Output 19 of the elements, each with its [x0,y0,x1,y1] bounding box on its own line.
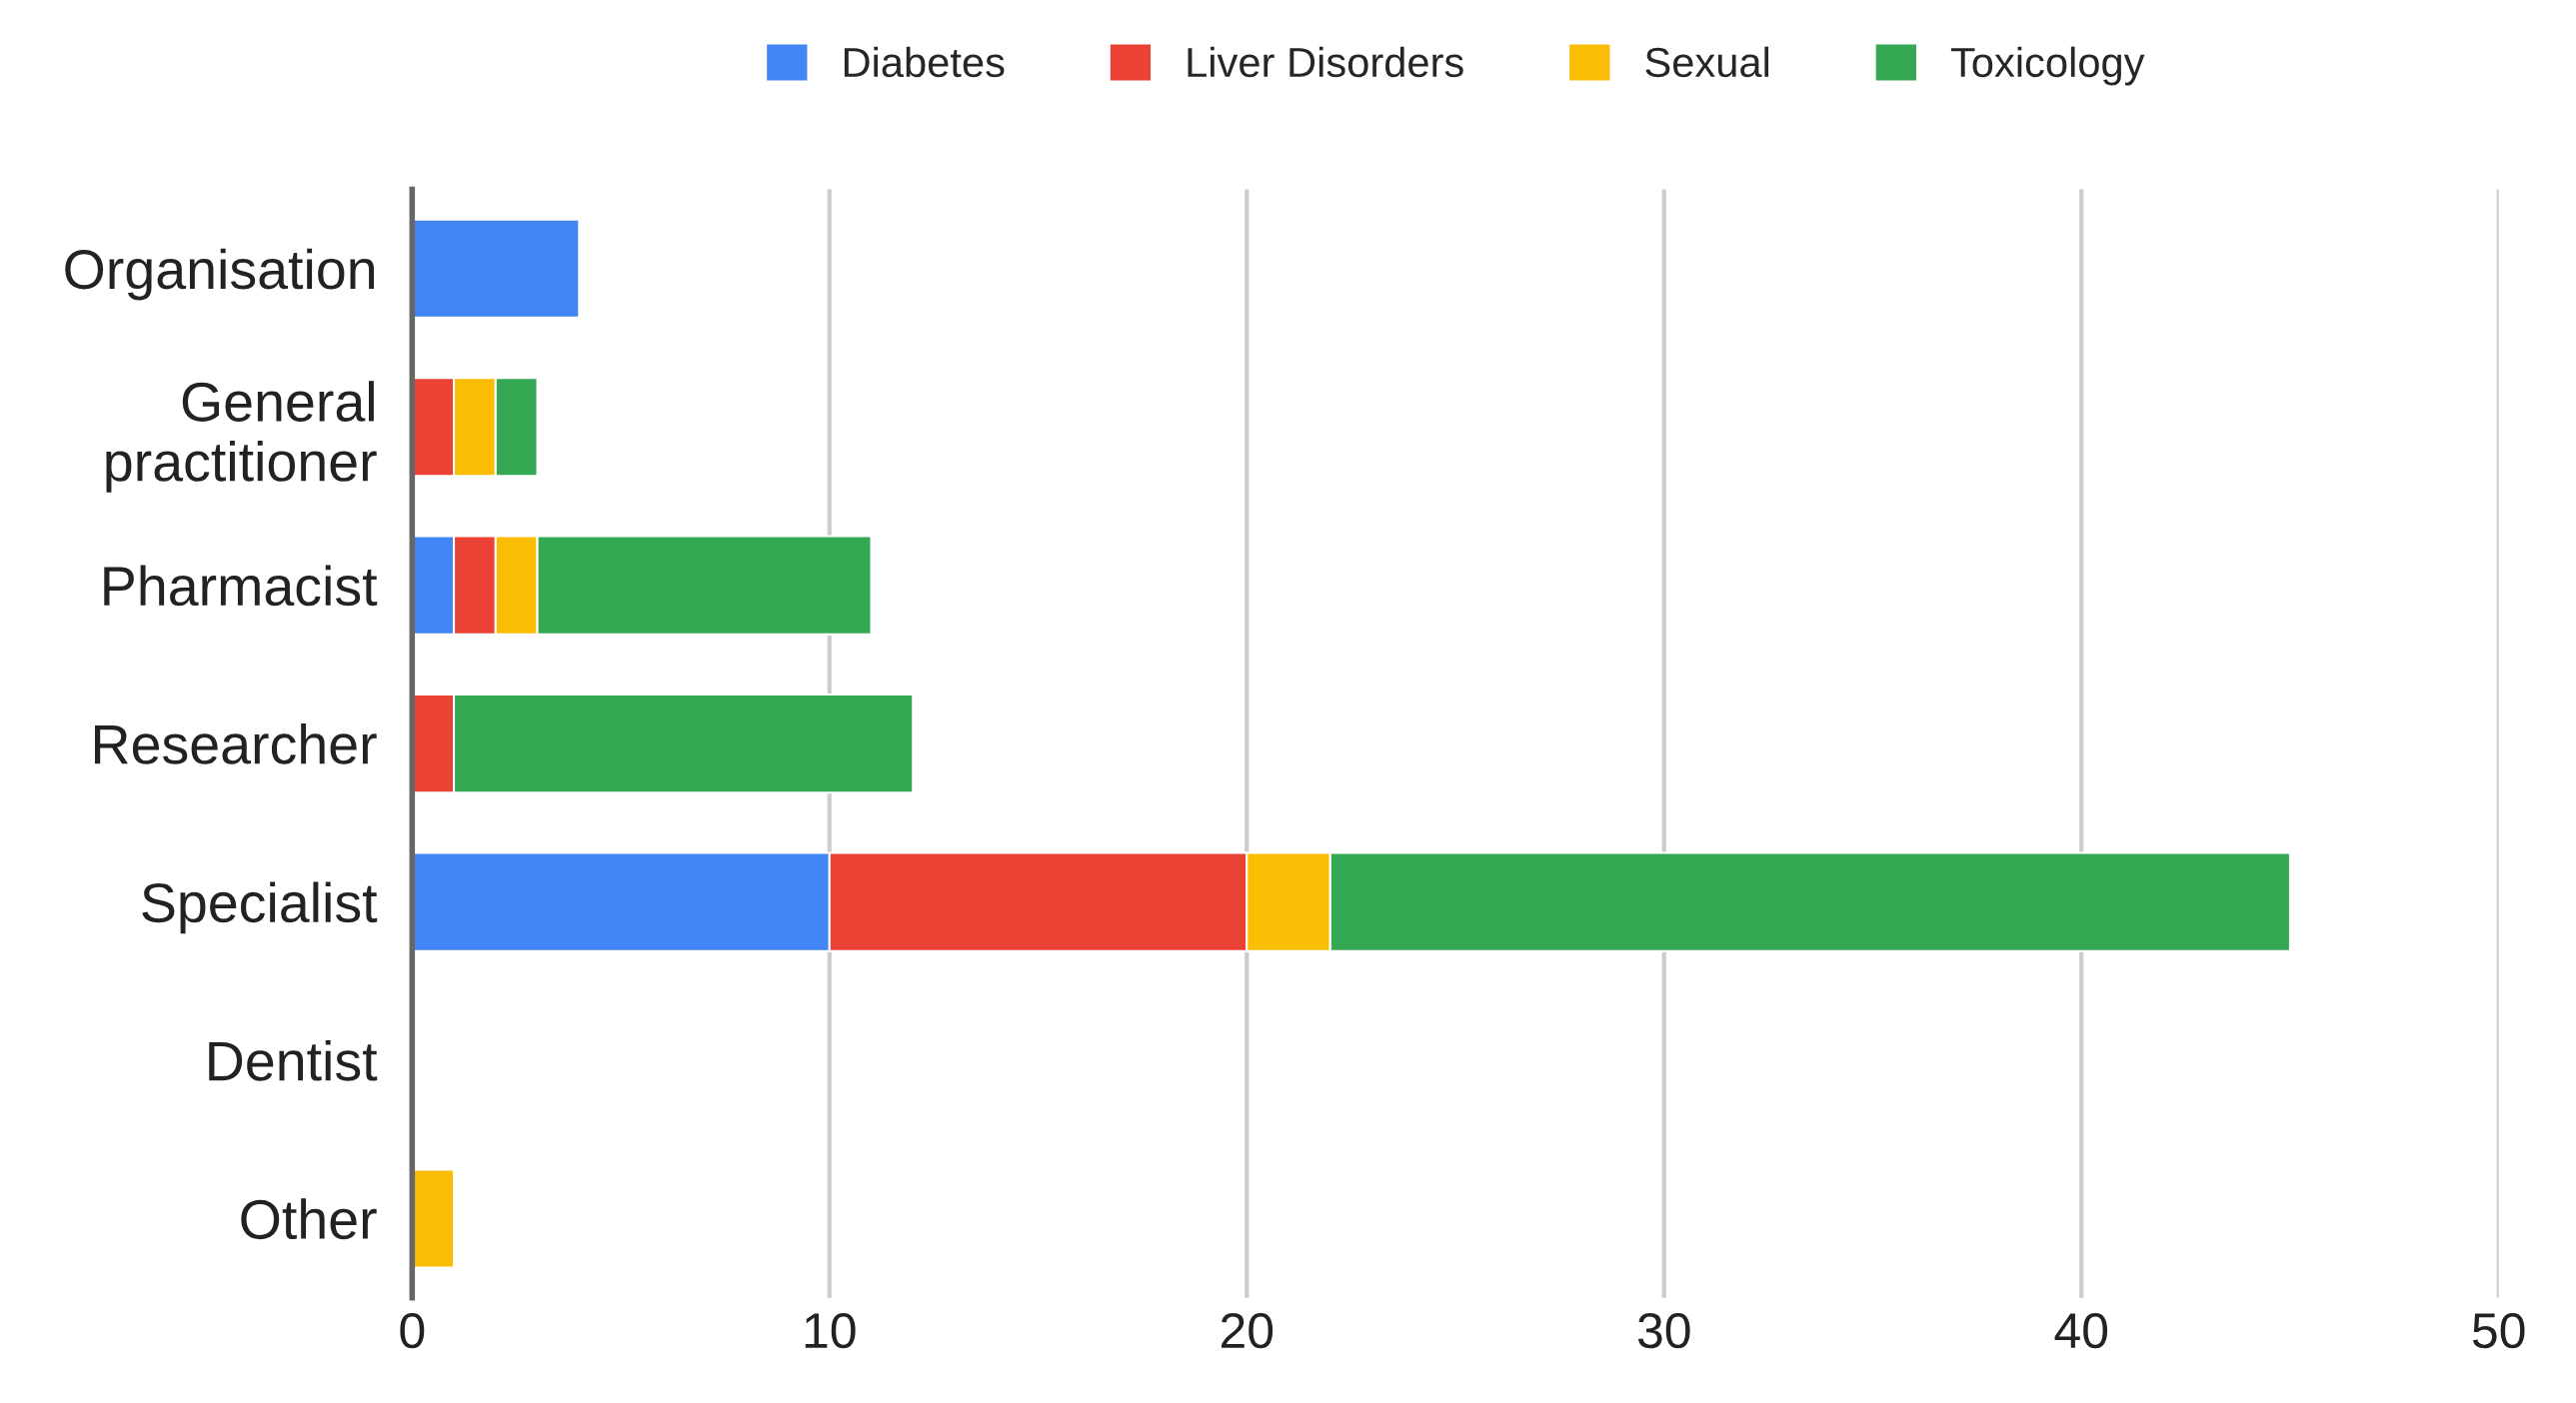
x-tick-label: 10 [805,1312,856,1349]
x-tick-label: 50 [2472,1312,2525,1349]
x-tick-label: 40 [2054,1312,2108,1349]
bar [412,218,581,319]
y-tick-label: General practitioner [106,381,377,493]
bar [412,1168,456,1269]
y-tick-label: Specialist [142,881,378,934]
legend-label: Liver Disorders [1188,46,1463,78]
x-tick-label: 30 [1637,1312,1690,1349]
legend-label: Diabetes [844,46,1005,78]
y-tick-label: Pharmacist [104,565,378,607]
legend-label: Toxicology [1950,46,2145,86]
y-tick-label: Dentist [209,1039,378,1081]
y-tick-label: Other [241,1198,377,1240]
y-tick-label: Organisation [65,248,375,301]
x-tick-label: 0 [400,1312,425,1349]
legend-label: Sexual [1645,46,1769,78]
x-tick-label: 20 [1221,1312,1274,1349]
y-tick-label: Researcher [95,722,377,764]
